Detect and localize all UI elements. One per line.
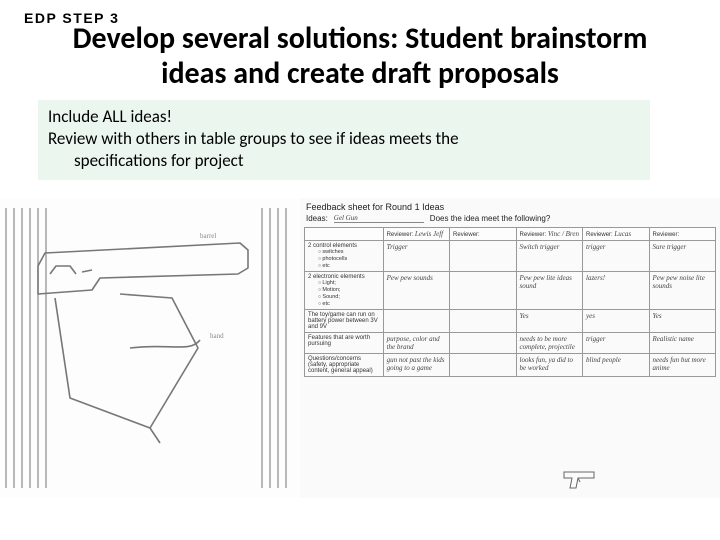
highlight-box: Include ALL ideas! Review with others in… <box>38 100 650 180</box>
table-row: 2 control elementsswitchesphotocellsetcT… <box>305 241 716 272</box>
table-cell: Sure trigger <box>649 241 716 272</box>
row-label: 2 control elementsswitchesphotocellsetc <box>305 241 384 272</box>
table-cell: Yes <box>649 310 716 333</box>
table-cell <box>450 333 516 354</box>
table-row: Features that are worth pursuingpurpose,… <box>305 333 716 354</box>
highlight-line-1: Include ALL ideas! <box>48 106 640 128</box>
table-cell: Pew pew lite ideas sound <box>516 272 582 310</box>
feedback-title: Feedback sheet for Round 1 Ideas <box>300 198 720 212</box>
table-cell <box>450 241 516 272</box>
table-cell: gun not past the kids going to a game <box>383 354 449 377</box>
ideas-label: Ideas: <box>306 214 328 223</box>
table-row: 2 electronic elementsLight;Motion;Sound;… <box>305 272 716 310</box>
feedback-sheet: Feedback sheet for Round 1 Ideas Ideas: … <box>300 198 720 498</box>
table-cell <box>450 272 516 310</box>
table-cell <box>383 310 449 333</box>
svg-text:barrel: barrel <box>200 232 216 240</box>
highlight-line-3: specifications for project <box>48 150 640 172</box>
table-cell <box>450 354 516 377</box>
table-row: The toy/game can run on battery power be… <box>305 310 716 333</box>
title-line-2: ideas and create draft proposals <box>161 55 559 92</box>
table-cell: Realistic name <box>649 333 716 354</box>
table-cell: needs fun but more anime <box>649 354 716 377</box>
table-cell: yes <box>583 310 649 333</box>
table-cell: Yes <box>516 310 582 333</box>
table-cell: purpose, color and the brand <box>383 333 449 354</box>
table-cell: blind people <box>583 354 649 377</box>
table-cell: looks fun, ya did to be worked <box>516 354 582 377</box>
highlight-line-2: Review with others in table groups to se… <box>48 128 640 150</box>
row-label: Features that are worth pursuing <box>305 333 384 354</box>
row-label: 2 electronic elementsLight;Motion;Sound;… <box>305 272 384 310</box>
row-label: Questions/concerns (safety, appropriate … <box>305 354 384 377</box>
svg-text:hand: hand <box>210 332 224 340</box>
ideas-value: Gel Gun <box>334 214 424 223</box>
feedback-table: Reviewer: Lewis Jeff Reviewer: Reviewer:… <box>304 227 716 377</box>
row-label: The toy/game can run on battery power be… <box>305 310 384 333</box>
table-row: Questions/concerns (safety, appropriate … <box>305 354 716 377</box>
table-cell: trigger <box>583 333 649 354</box>
table-cell: Trigger <box>383 241 449 272</box>
table-cell <box>450 310 516 333</box>
gun-doodle-icon <box>560 466 600 492</box>
table-header-row: Reviewer: Lewis Jeff Reviewer: Reviewer:… <box>305 228 716 241</box>
table-cell: needs to be more complete, projectile <box>516 333 582 354</box>
images-row: barrel hand Feedback sheet for Round 1 I… <box>0 198 720 498</box>
meets-label: Does the idea meet the following? <box>430 214 551 223</box>
table-cell: lazers! <box>583 272 649 310</box>
page-title: Develop several solutions: Student brain… <box>0 22 720 91</box>
sketch-image: barrel hand <box>0 198 300 498</box>
table-cell: Pew pew sounds <box>383 272 449 310</box>
table-cell: Switch trigger <box>516 241 582 272</box>
table-cell: Pew pew noise lite sounds <box>649 272 716 310</box>
title-line-1: Develop several solutions: Student brain… <box>73 20 648 57</box>
table-cell: trigger <box>583 241 649 272</box>
